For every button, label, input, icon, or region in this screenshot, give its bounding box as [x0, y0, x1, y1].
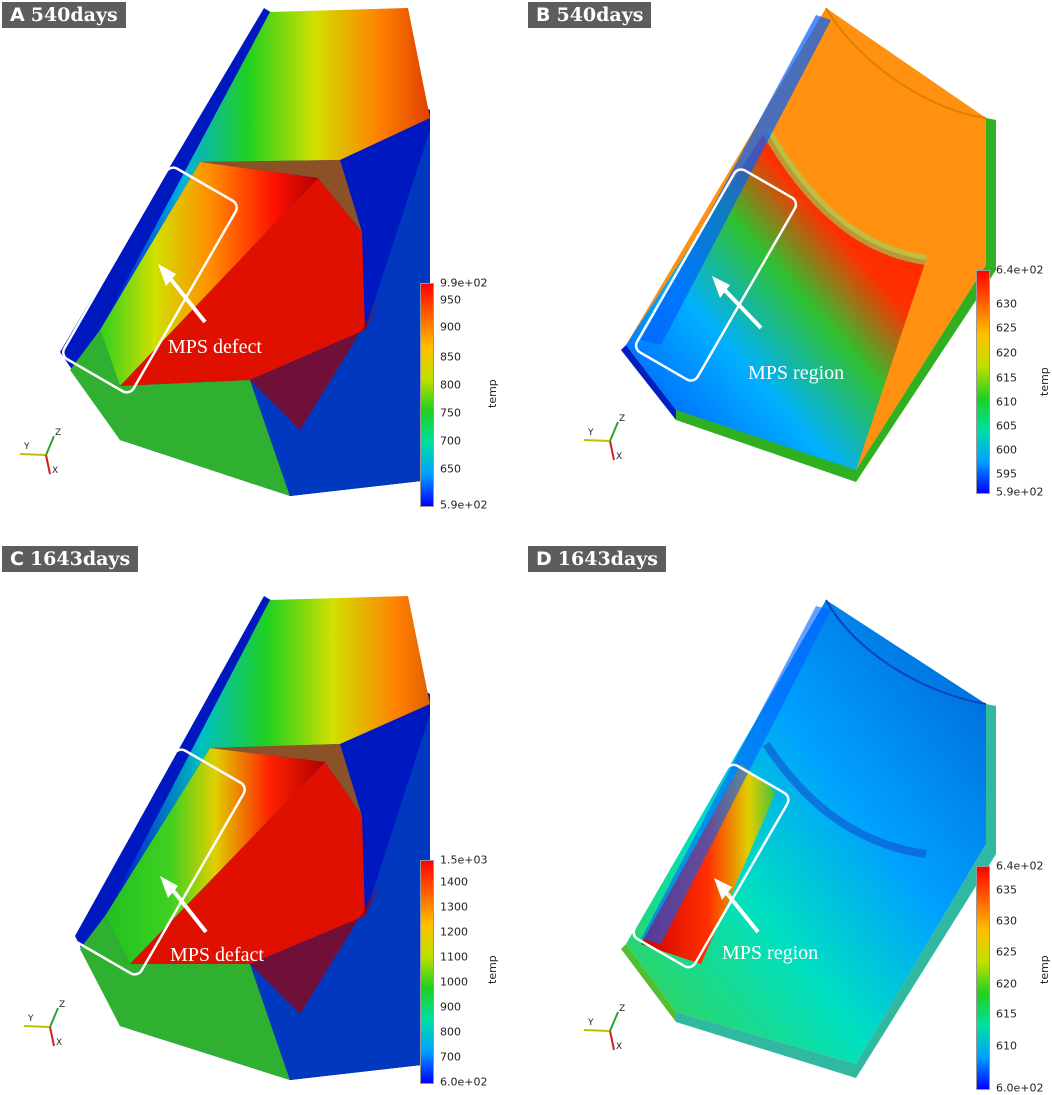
axes-triad: Z Y X — [14, 1000, 74, 1060]
axis-x-label: X — [52, 466, 59, 476]
colorbar-title: temp — [1038, 955, 1051, 984]
arrow-line — [163, 270, 207, 324]
axis-y-label: Y — [588, 1018, 594, 1028]
axis-z-label: Z — [619, 1004, 626, 1014]
defect-outline — [62, 166, 238, 394]
colorbar — [976, 270, 990, 494]
axis-x-label: X — [56, 1038, 63, 1048]
panel-label: D 1643days — [528, 546, 666, 572]
block-model-d — [621, 599, 996, 1078]
annotation-text: MPS defect — [168, 336, 262, 358]
colorbar-title: temp — [486, 379, 499, 408]
axes-triad: Z Y X — [574, 1004, 634, 1064]
colorbar-title: temp — [486, 955, 499, 984]
axis-x-label: X — [616, 1042, 623, 1052]
annotation-text: MPS region — [748, 362, 845, 384]
colorbar-title: temp — [1038, 367, 1051, 396]
block-model-c — [70, 596, 430, 1080]
panel-label: A 540days — [2, 2, 126, 28]
axes-triad: Z Y X — [10, 428, 70, 488]
axis-z-label: Z — [55, 428, 62, 438]
axis-z-label: Z — [619, 414, 626, 424]
axis-y-label: Y — [24, 442, 30, 452]
axis-y-label: Y — [588, 428, 594, 438]
axes-triad: Z Y X — [574, 414, 634, 474]
arrow-head — [158, 264, 176, 286]
panel-label: B 540days — [528, 2, 652, 28]
colorbar — [420, 283, 434, 507]
panel-c: C 1643days MPS defact 1.5e+03 1400 1300 1… — [0, 544, 526, 1089]
panel-d: D 1643days MPS region 6.4e+02 635 630 625… — [526, 544, 1052, 1095]
panel-label: C 1643days — [2, 546, 139, 572]
panel-a: A 540days MPS defect 9.9e+02 950 900 850 … — [0, 0, 526, 544]
axis-x-label: X — [616, 452, 623, 462]
colorbar — [976, 866, 990, 1090]
axis-z-label: Z — [59, 1000, 66, 1010]
block-model-b — [621, 7, 996, 482]
colorbar — [420, 860, 434, 1084]
annotation-text: MPS defact — [170, 944, 264, 966]
panel-b: B 540days MPS region 6.4e+02 630 625 620 … — [526, 0, 1052, 544]
annotation-text: MPS region — [722, 942, 819, 964]
block-model-a — [60, 8, 430, 496]
axis-y-label: Y — [28, 1014, 34, 1024]
